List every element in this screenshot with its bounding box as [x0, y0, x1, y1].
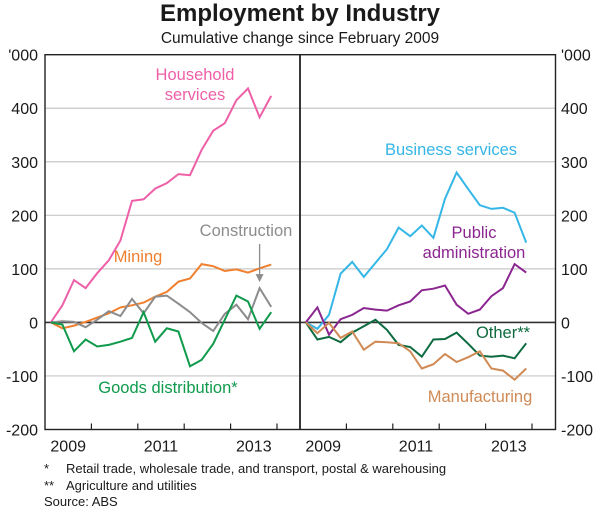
- series-line-other: [304, 318, 527, 360]
- series-label-household-services: Household: [156, 66, 235, 84]
- series-label-public-administration: administration: [423, 244, 526, 262]
- y-tick-label-left: -200: [6, 423, 38, 440]
- footnote-2-text: Agriculture and utilities: [66, 478, 197, 493]
- y-tick-label-left: -100: [6, 369, 38, 386]
- series-label-goods-distribution: Goods distribution*: [98, 379, 238, 397]
- series-label-household-services: services: [165, 86, 226, 104]
- y-tick-label-right: 300: [561, 155, 588, 172]
- y-tick-label-left: 400: [11, 101, 38, 118]
- x-tick-label: 2011: [144, 439, 179, 456]
- chart-title: Employment by Industry: [159, 0, 441, 27]
- series-line-construction: [50, 285, 273, 333]
- series-line-public-administration: [305, 262, 527, 337]
- x-tick-label: 2009: [305, 439, 341, 456]
- y-tick-label-left: '000: [8, 48, 38, 65]
- y-tick-label-left: 300: [11, 155, 38, 172]
- y-tick-label-right: 0: [561, 315, 570, 332]
- series-line-goods-distribution: [50, 294, 273, 368]
- footnote-1-text: Retail trade, wholesale trade, and trans…: [66, 461, 447, 476]
- series-label-construction: Construction: [200, 222, 293, 240]
- y-tick-label-right: -100: [561, 369, 593, 386]
- y-tick-label-left: 100: [11, 262, 38, 279]
- series-line-household-services: [49, 86, 273, 323]
- footnote-1: * Retail trade, wholesale trade, and tran…: [44, 461, 446, 476]
- x-tick-label: 2011: [399, 439, 434, 456]
- construction-arrow-head-icon: [255, 274, 264, 283]
- y-tick-label-right: 100: [561, 262, 588, 279]
- x-tick-label: 2013: [236, 439, 272, 456]
- series-label-other: Other**: [476, 324, 531, 342]
- series-label-manufacturing: Manufacturing: [428, 388, 533, 406]
- footnote-2-mark: **: [44, 478, 55, 493]
- series-line-mining: [50, 263, 272, 330]
- footnote-1-mark: *: [44, 461, 50, 476]
- series-label-business-services: Business services: [385, 141, 517, 159]
- y-tick-label-right: -200: [561, 423, 593, 440]
- y-tick-label-left: 200: [11, 208, 38, 225]
- chart-subtitle: Cumulative change since February 2009: [160, 30, 440, 47]
- y-tick-label-left: 0: [29, 315, 38, 332]
- x-tick-label: 2009: [50, 439, 86, 456]
- x-tick-label: 2013: [491, 439, 527, 456]
- series-line-business-services: [305, 170, 528, 331]
- y-tick-label-right: 400: [561, 101, 588, 118]
- series-label-mining: Mining: [114, 248, 163, 266]
- series-label-public-administration: Public: [452, 224, 497, 242]
- y-tick-label-right: 200: [561, 208, 588, 225]
- y-tick-label-right: '000: [561, 48, 591, 65]
- series-line-manufacturing: [305, 321, 527, 382]
- source-note: Source: ABS: [44, 494, 118, 509]
- footnote-2: ** Agriculture and utilities: [44, 478, 197, 493]
